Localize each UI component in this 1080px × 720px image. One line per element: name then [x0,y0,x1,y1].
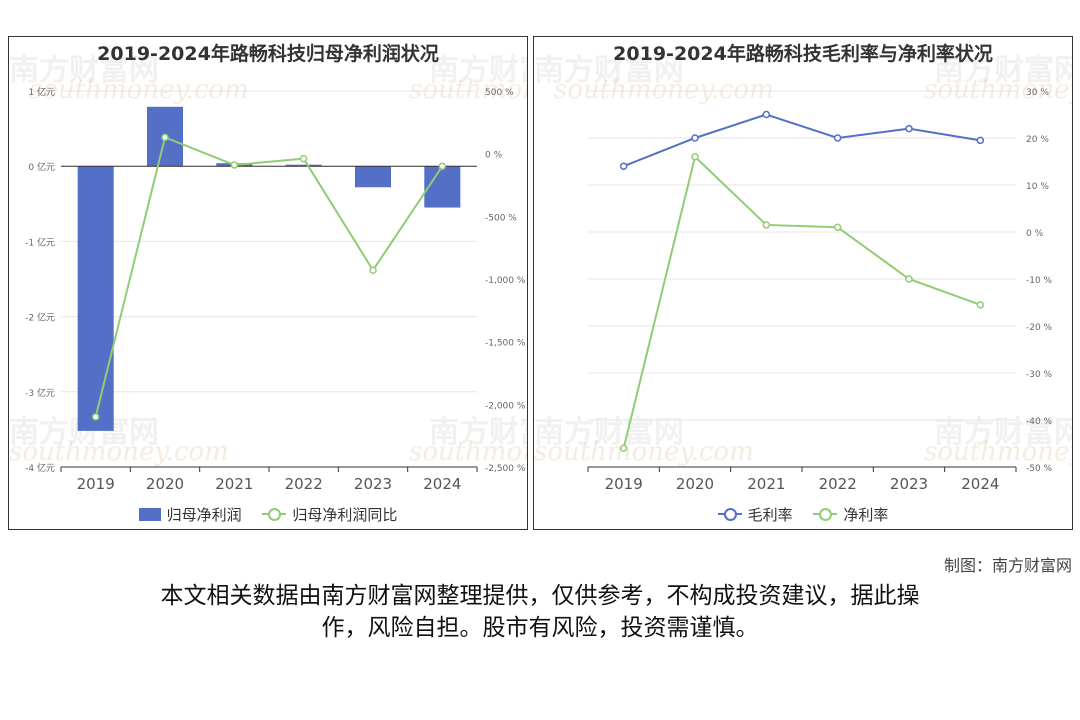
y-tick-label-right: 500 % [485,88,514,98]
point-net-margin [905,275,913,283]
y-tick-label-left: -3 亿元 [25,387,55,399]
y-tick-label-right: -2,500 % [485,464,526,474]
point-net-margin [833,223,842,232]
series-line-yoy [94,136,444,418]
point-yoy [369,266,377,274]
legend: 毛利率 净利率 [534,504,1072,526]
legend-swatch-line [813,507,838,521]
y-tick-label-right: -1,000 % [485,276,526,286]
point-net-margin [762,221,771,229]
legend: 归母净利润 归母净利润同比 [9,504,527,526]
y-tick-label-right: 10 % [1026,182,1049,192]
y-tick-label-left: -2 亿元 [25,312,55,324]
y-tick-label-right: 0 % [1026,229,1044,239]
y-tick-label-right: -500 % [485,213,517,223]
point-gross-margin [976,136,985,145]
x-tick-label: 2021 [747,475,785,493]
chart-title: 2019-2024年路畅科技归母净利润状况 [97,43,439,65]
x-tick-label: 2019 [605,475,643,493]
point-yoy [438,162,447,170]
bar [354,166,392,188]
y-tick-label-right: 0 % [485,151,503,161]
legend-item-gross-margin[interactable]: 毛利率 [717,504,793,525]
point-net-margin [619,444,628,452]
point-yoy [299,154,308,163]
disclaimer-line: 作，风险自担。股市有风险，投资需谨慎。 [321,615,759,641]
bar [77,166,114,431]
chart-panel-left: 南方财富网 southmoney.com 南方财富网 southmoney.co… [8,36,528,530]
legend-label: 归母净利润 [166,506,242,524]
x-tick-label: 2023 [890,475,928,493]
point-net-margin [691,153,699,161]
point-gross-margin [691,134,699,142]
y-tick-label-left: -1 亿元 [25,236,55,248]
legend-item-net-margin[interactable]: 净利率 [813,504,888,525]
disclaimer-text: 本文相关数据由南方财富网整理提供，仅供参考，不构成投资建议，据此操 作，风险自担… [80,580,1000,644]
y-tick-label-right: -2,000 % [485,401,526,411]
credit-text: 制图：南方财富网 [943,556,1072,575]
y-tick-label-left: -4 亿元 [25,462,55,474]
y-tick-label-right: -1,500 % [485,339,526,349]
x-tick-label: 2022 [819,475,857,493]
legend-swatch-bar [138,508,161,521]
legend-label: 归母净利润同比 [292,505,398,524]
point-yoy [91,413,100,421]
legend-swatch-line [262,507,287,521]
bar [285,164,322,167]
x-tick-label: 2021 [215,475,253,493]
x-tick-label: 2019 [77,475,115,493]
point-gross-margin [762,110,771,119]
x-tick-label: 2024 [423,475,461,493]
series-line-net-margin [622,154,981,449]
point-gross-margin [833,134,842,142]
y-tick-label-right: -10 % [1026,276,1053,286]
series-line-gross-margin [623,113,981,168]
y-tick-label-left: 0 亿元 [28,161,55,173]
legend-item-profit[interactable]: 归母净利润 [138,504,242,525]
legend-label: 毛利率 [747,505,793,524]
legend-item-yoy[interactable]: 归母净利润同比 [262,504,397,525]
point-yoy [161,133,169,142]
y-tick-label-right: -50 % [1026,464,1053,474]
point-gross-margin [905,124,913,133]
y-tick-label-right: -30 % [1026,370,1053,380]
bar [424,166,461,208]
x-tick-label: 2022 [285,475,323,493]
point-yoy [230,161,239,169]
margin-chart: 30 % 20 % 10 % 0 % -10 % -20 % -30 % -40 % -50 %… [587,88,1053,493]
y-tick-label-right: -20 % [1026,323,1053,333]
legend-label: 净利率 [843,505,889,524]
x-tick-label: 2023 [354,475,392,493]
point-net-margin [976,301,985,309]
x-tick-label: 2020 [676,475,714,493]
y-tick-label-right: 30 % [1026,88,1049,98]
chart-panel-right: 南方财富网 southmoney.com 南方财富网 southmoney.co… [533,36,1073,530]
chart-title: 2019-2024年路畅科技毛利率与净利率状况 [613,43,993,65]
y-tick-label-right: 20 % [1026,135,1049,145]
legend-swatch-line [717,507,742,521]
disclaimer-line: 本文相关数据由南方财富网整理提供，仅供参考，不构成投资建议，据此操 [160,583,920,609]
x-tick-label: 2024 [961,475,999,493]
point-gross-margin [619,162,628,170]
profit-chart: 1 亿元 0 亿元 -1 亿元 -2 亿元 -3 亿元 -4 亿元 500 % 0 % -500… [25,86,526,493]
y-tick-label-right: -40 % [1026,417,1053,427]
x-tick-label: 2020 [146,475,184,493]
y-tick-label-left: 1 亿元 [28,86,55,98]
